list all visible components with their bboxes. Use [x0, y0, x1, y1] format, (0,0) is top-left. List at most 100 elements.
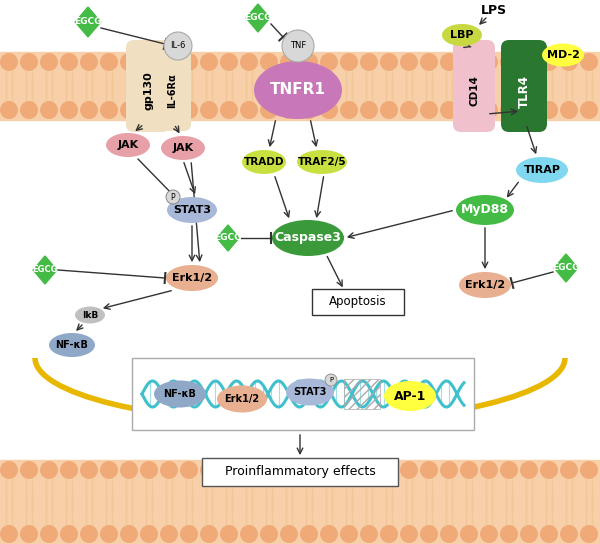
Circle shape [0, 101, 18, 119]
Circle shape [300, 53, 318, 71]
Text: EGCG: EGCG [552, 263, 580, 273]
Circle shape [400, 101, 418, 119]
Text: Apoptosis: Apoptosis [329, 295, 387, 308]
Circle shape [180, 101, 198, 119]
Circle shape [20, 101, 38, 119]
Circle shape [460, 101, 478, 119]
Text: EGCG: EGCG [244, 14, 272, 22]
Circle shape [280, 525, 298, 543]
Circle shape [20, 461, 38, 479]
Circle shape [560, 53, 578, 71]
Circle shape [400, 525, 418, 543]
Ellipse shape [242, 150, 286, 174]
Circle shape [440, 101, 458, 119]
Ellipse shape [106, 133, 150, 157]
Circle shape [300, 461, 318, 479]
Circle shape [520, 525, 538, 543]
Ellipse shape [542, 44, 584, 66]
Text: MD-2: MD-2 [547, 50, 580, 60]
Bar [312, 289, 404, 315]
Ellipse shape [154, 380, 206, 407]
Text: EGCG: EGCG [214, 233, 242, 243]
Circle shape [360, 461, 378, 479]
Text: AP-1: AP-1 [394, 390, 426, 403]
Circle shape [80, 53, 98, 71]
Text: IkB: IkB [82, 311, 98, 319]
Ellipse shape [459, 272, 511, 298]
Text: NF-κB: NF-κB [56, 340, 88, 350]
Text: LBP: LBP [450, 30, 474, 40]
Circle shape [60, 525, 78, 543]
Circle shape [60, 101, 78, 119]
Circle shape [120, 53, 138, 71]
Polygon shape [75, 7, 101, 37]
Circle shape [200, 525, 218, 543]
Circle shape [220, 525, 238, 543]
Circle shape [164, 32, 192, 60]
Circle shape [480, 101, 498, 119]
FancyBboxPatch shape [501, 40, 547, 132]
Circle shape [500, 461, 518, 479]
Text: TRAF2/5: TRAF2/5 [298, 157, 346, 167]
Circle shape [520, 461, 538, 479]
Circle shape [380, 53, 398, 71]
Circle shape [40, 461, 58, 479]
Bar [202, 458, 398, 486]
Circle shape [500, 525, 518, 543]
Ellipse shape [254, 61, 342, 119]
Text: NF-κB: NF-κB [164, 389, 196, 399]
Text: TLR4: TLR4 [517, 75, 530, 108]
Text: MyD88: MyD88 [461, 203, 509, 217]
Circle shape [580, 101, 598, 119]
Bar [132, 358, 474, 430]
Circle shape [440, 525, 458, 543]
Circle shape [100, 53, 118, 71]
Circle shape [520, 53, 538, 71]
Circle shape [320, 53, 338, 71]
Circle shape [100, 525, 118, 543]
Circle shape [240, 525, 258, 543]
Text: Caspase3: Caspase3 [275, 232, 341, 244]
Circle shape [580, 53, 598, 71]
Ellipse shape [167, 197, 217, 223]
Circle shape [120, 525, 138, 543]
Text: Erk1/2: Erk1/2 [172, 273, 212, 283]
Circle shape [440, 461, 458, 479]
Circle shape [260, 525, 278, 543]
Circle shape [400, 53, 418, 71]
Circle shape [140, 101, 158, 119]
Text: STAT3: STAT3 [293, 387, 326, 397]
FancyBboxPatch shape [453, 40, 495, 132]
Polygon shape [246, 4, 270, 32]
Circle shape [240, 53, 258, 71]
Circle shape [240, 101, 258, 119]
Polygon shape [217, 225, 239, 251]
Circle shape [380, 525, 398, 543]
Circle shape [300, 525, 318, 543]
Circle shape [220, 53, 238, 71]
Circle shape [320, 101, 338, 119]
Circle shape [480, 461, 498, 479]
Circle shape [500, 101, 518, 119]
Circle shape [540, 101, 558, 119]
Ellipse shape [516, 157, 568, 183]
Bar [0, 460, 600, 544]
Text: TIRAP: TIRAP [523, 165, 560, 175]
Ellipse shape [166, 265, 218, 291]
Circle shape [166, 190, 180, 204]
Circle shape [340, 525, 358, 543]
Text: TNF: TNF [290, 41, 306, 51]
Circle shape [260, 461, 278, 479]
Circle shape [460, 461, 478, 479]
Circle shape [540, 461, 558, 479]
Circle shape [280, 101, 298, 119]
Circle shape [20, 53, 38, 71]
Circle shape [460, 525, 478, 543]
Circle shape [560, 525, 578, 543]
Circle shape [340, 53, 358, 71]
Ellipse shape [442, 24, 482, 46]
Polygon shape [554, 254, 578, 282]
Circle shape [140, 461, 158, 479]
Circle shape [340, 101, 358, 119]
Circle shape [320, 461, 338, 479]
